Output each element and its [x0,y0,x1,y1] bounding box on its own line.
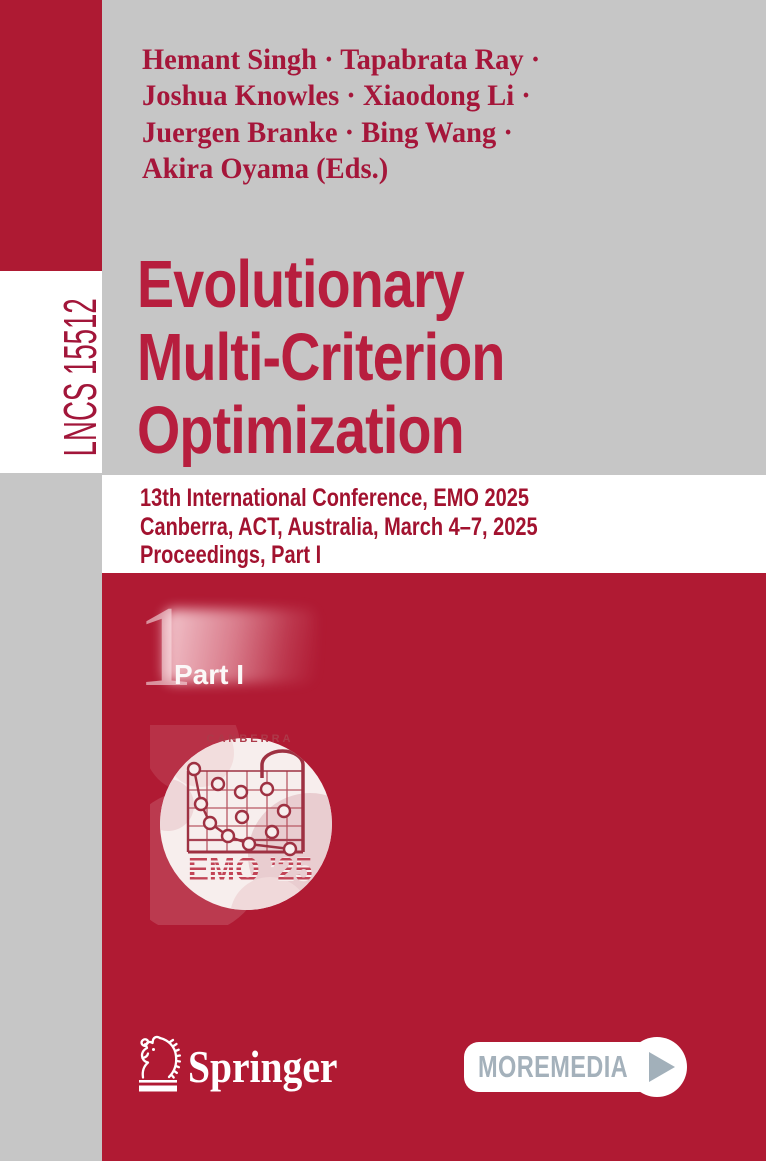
red-band: 1 Part I [102,573,766,1161]
series-label: LNCS 15512 [54,297,106,457]
series-label-rotator: LNCS 15512 [54,277,106,477]
series-label-block [0,271,102,473]
emo-logo-title: EMO ’25 [187,851,313,889]
author-line: Joshua Knowles · Xiaodong Li · [142,79,531,113]
authors-block: Hemant Singh · Tapabrata Ray · Joshua Kn… [142,42,540,188]
emo-logo-location: CANBERRA [206,733,294,745]
logo-inner [160,738,332,910]
top-left-red-block [0,0,102,271]
book-title: Evolutionary Multi-Criterion Optimizatio… [137,248,505,467]
title-line: Evolutionary [137,247,465,322]
title-line: Multi-Criterion [137,320,505,395]
subtitle-line: 13th International Conference, EMO 2025 [140,484,529,512]
title-line: Optimization [137,393,465,468]
emo25-pareto-chart-logo [150,725,332,925]
play-icon [649,1052,675,1082]
author-line: Hemant Singh · Tapabrata Ray · [142,43,541,76]
moremedia-badge: MOREMEDIA [464,1037,692,1097]
logo-data-points [186,761,298,857]
subtitle-line: Canberra, ACT, Australia, March 4–7, 202… [140,512,538,541]
springer-horse-icon [139,1035,182,1092]
blur-smear [164,609,316,683]
subtitle-band: 13th International Conference, EMO 2025 … [102,475,766,573]
author-line: Akira Oyama (Eds.) [142,152,389,186]
publisher-name: Springer [188,1041,338,1092]
subtitle-block: 13th International Conference, EMO 2025 … [140,484,538,570]
part-label: Part I [174,659,245,690]
subtitle-line: Proceedings, Part I [140,541,322,570]
moremedia-pill [464,1042,654,1092]
moremedia-label: MOREMEDIA [478,1049,629,1084]
author-line: Juergen Branke · Bing Wang · [142,115,513,149]
